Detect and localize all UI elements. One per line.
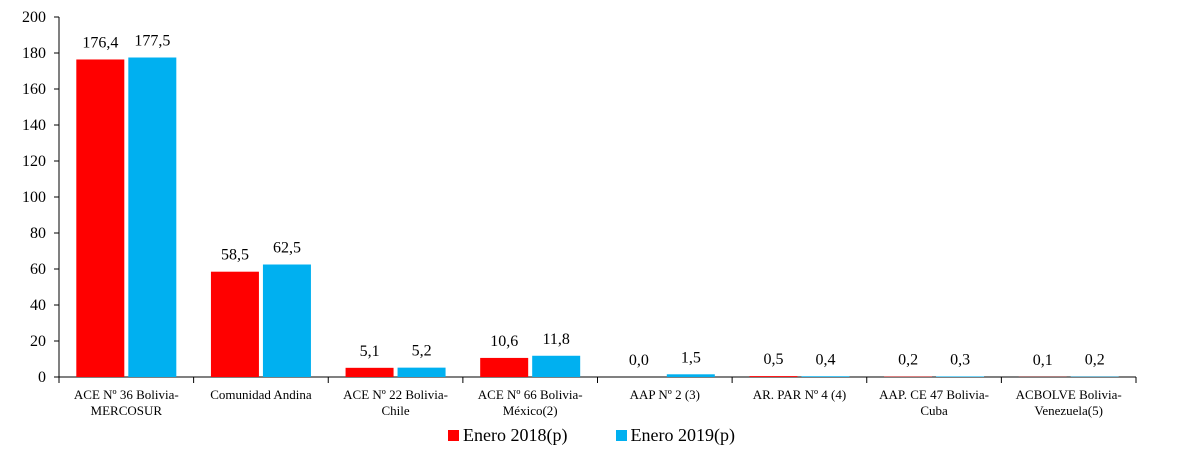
legend-swatch-2019 <box>615 430 627 441</box>
y-tick-label: 100 <box>22 189 46 206</box>
y-tick-label: 20 <box>30 333 46 350</box>
category-label: AAP. CE 47 Bolivia-Cuba <box>879 387 989 418</box>
data-label: 177,5 <box>134 33 170 50</box>
bar-2018 <box>76 59 125 377</box>
y-axis: 0 20 40 60 80 100 120 140 160 180 200 <box>22 9 60 386</box>
category-label: Comunidad Andina <box>210 387 312 402</box>
data-label: 5,2 <box>412 343 432 360</box>
legend-item-2018: Enero 2018(p) <box>448 425 568 446</box>
category-label: ACE Nº 36 Bolivia-MERCOSUR <box>74 387 179 418</box>
data-labels: 176,4 177,5 58,5 62,5 5,1 5,2 10,6 11,8 0,0 1,5 0,… <box>82 33 1104 370</box>
data-label: 0,2 <box>1085 352 1105 369</box>
data-label: 0,0 <box>629 352 649 369</box>
y-tick-label: 140 <box>22 117 46 134</box>
y-tick-label: 200 <box>22 9 46 26</box>
data-label: 0,4 <box>815 351 835 368</box>
bar-chart: 0 20 40 60 80 100 120 140 160 180 200 176,4 177,5 58… <box>22 9 1137 418</box>
y-tick-label: 40 <box>30 297 46 314</box>
y-tick-label: 80 <box>30 225 46 242</box>
data-label: 62,5 <box>273 240 301 257</box>
y-tick-label: 0 <box>38 369 46 386</box>
data-label: 0,2 <box>898 352 918 369</box>
legend-label-2018: Enero 2018(p) <box>463 425 568 445</box>
data-label: 11,8 <box>542 331 569 348</box>
legend-swatch-2018 <box>448 430 460 441</box>
bar-2019 <box>936 376 985 377</box>
y-tick-label: 160 <box>22 81 46 98</box>
bars <box>76 57 1119 377</box>
bar-2019 <box>666 374 715 377</box>
data-label: 176,4 <box>82 34 118 51</box>
bar-2019 <box>801 376 850 377</box>
category-label: ACE Nº 66 Bolivia-México(2) <box>478 387 583 418</box>
data-label: 0,5 <box>763 351 783 368</box>
data-label: 5,1 <box>360 343 380 360</box>
data-label: 1,5 <box>681 349 701 366</box>
category-label: ACBOLVE Bolivia-Venezuela(5) <box>1016 387 1122 418</box>
legend: Enero 2018(p) Enero 2019(p) <box>0 425 1183 446</box>
bar-2019 <box>128 57 177 377</box>
legend-item-2019: Enero 2019(p) <box>615 425 735 446</box>
data-label: 0,1 <box>1033 352 1053 369</box>
category-label: AAP Nº 2 (3) <box>630 387 700 402</box>
y-tick-label: 120 <box>22 153 46 170</box>
bar-2019 <box>262 264 311 377</box>
category-labels: ACE Nº 36 Bolivia-MERCOSUR Comunidad Andi… <box>74 387 1122 418</box>
data-label: 10,6 <box>490 333 518 350</box>
y-tick-label: 180 <box>22 45 46 62</box>
bar-2019 <box>532 355 581 377</box>
category-label: AR. PAR Nº 4 (4) <box>753 387 846 402</box>
bar-2018 <box>210 271 259 377</box>
category-label: ACE Nº 22 Bolivia-Chile <box>343 387 448 418</box>
legend-label-2019: Enero 2019(p) <box>630 425 735 445</box>
data-label: 58,5 <box>221 247 249 264</box>
bar-2019 <box>397 367 446 377</box>
x-axis <box>58 376 1137 383</box>
bar-2018 <box>345 367 394 377</box>
data-label: 0,3 <box>950 351 970 368</box>
bar-2018 <box>480 357 529 377</box>
y-tick-label: 60 <box>30 261 46 278</box>
bar-2018 <box>749 376 798 377</box>
